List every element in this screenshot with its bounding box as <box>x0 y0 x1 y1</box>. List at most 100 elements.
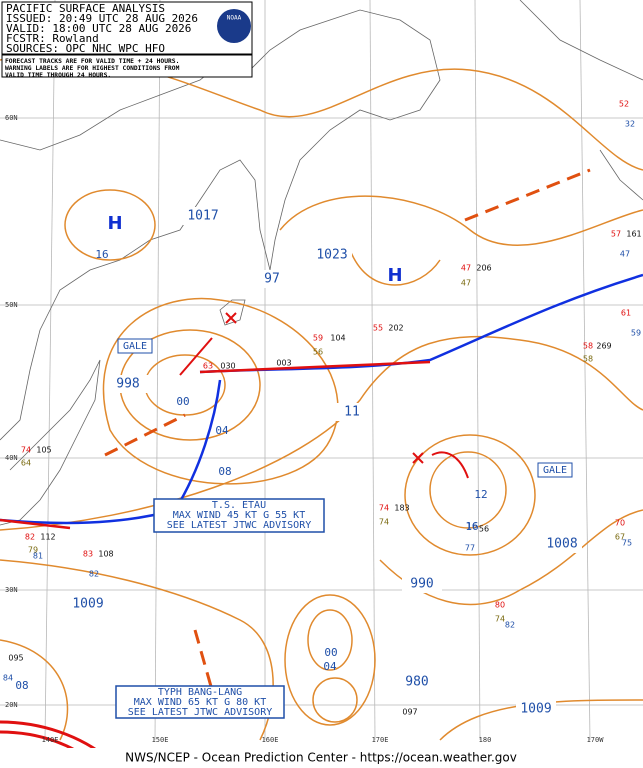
label-box <box>108 375 148 393</box>
isobar-label: 1023 <box>316 248 347 263</box>
station-label: 74 <box>379 504 389 513</box>
storm-label: TYPH BANG-LANG <box>158 687 242 698</box>
station-label: 74 <box>379 518 389 527</box>
station-label: 030 <box>220 362 235 371</box>
storm-label: SEE LATEST JTWC ADVISORY <box>167 520 312 531</box>
station-label: 75 <box>622 539 632 548</box>
station-label: 63 <box>203 362 213 371</box>
gale-box <box>117 338 153 354</box>
storm-label: T.S. ETAU <box>212 500 266 511</box>
latitude-label: 50N <box>5 301 18 309</box>
station-label: 57 <box>611 230 621 239</box>
station-label: 79 <box>28 546 38 555</box>
isobar-label: 990 <box>410 577 433 592</box>
station-label: 56 <box>313 348 323 357</box>
isobar-label: 11 <box>344 405 360 420</box>
agency: NOAA <box>227 15 242 22</box>
station-label: 58 <box>583 355 593 364</box>
label-box <box>68 595 108 613</box>
label-box <box>402 575 442 593</box>
station-label: 16 <box>467 522 477 531</box>
station-label: 112 <box>40 533 55 542</box>
station-label: 202 <box>388 324 403 333</box>
station-label: 64 <box>21 459 31 468</box>
latitude-label: 20N <box>5 701 18 709</box>
latitude-label: 40N <box>5 454 18 462</box>
isobar-label: 1017 <box>187 209 218 224</box>
station-label: 32 <box>625 120 635 129</box>
station-label: 161 <box>626 230 641 239</box>
noaa-logo <box>217 9 251 43</box>
isobar-label: 08 <box>218 465 231 478</box>
high-center: H <box>387 265 402 286</box>
station-label: 81 <box>33 552 43 561</box>
station-label: 70 <box>615 519 625 528</box>
storm-label: MAX WIND 45 KT G 55 KT <box>173 510 305 521</box>
isobar-label: 1008 <box>546 537 577 552</box>
label-box <box>397 673 437 691</box>
storm-box <box>153 498 325 533</box>
gale-label: GALE <box>543 465 567 476</box>
longitude-label: 150E <box>152 736 169 744</box>
station-label: 183 <box>394 504 409 513</box>
isobar-label: 00 <box>176 395 189 408</box>
isobar-label: 08 <box>15 679 28 692</box>
station-label: 84 <box>3 674 13 683</box>
station-label: 55 <box>373 324 383 333</box>
isobar-label: 00 <box>324 646 337 659</box>
label-box <box>542 535 582 553</box>
station-label: 47 <box>461 279 471 288</box>
longitude-label: 170E <box>372 736 389 744</box>
station-label: 269 <box>596 342 611 351</box>
station-label: 095 <box>8 654 23 663</box>
storm-label: SEE LATEST JTWC ADVISORY <box>128 707 273 718</box>
station-label: 52 <box>619 100 629 109</box>
station-label: 47 <box>620 250 630 259</box>
station-label: 097 <box>402 708 417 717</box>
station-label: 74 <box>21 446 31 455</box>
gale-box <box>537 462 573 478</box>
label-box <box>516 700 556 718</box>
storm-box <box>115 685 285 719</box>
station-label: 82 <box>505 621 515 630</box>
station-label: 59 <box>313 334 323 343</box>
isobar-label: 12 <box>474 488 487 501</box>
isobar-label: 97 <box>264 272 280 287</box>
station-label: 47 <box>461 264 471 273</box>
label-box <box>312 246 352 264</box>
isobar-label: 980 <box>405 675 428 690</box>
note-line: VALID TIME THROUGH 24 HOURS. <box>5 72 111 79</box>
labels: 1017102397998119901008100998010091600040… <box>3 100 642 745</box>
station-label: 56 <box>479 525 489 534</box>
longitude-label: 140E <box>42 736 59 744</box>
header-line: PACIFIC SURFACE ANALYSIS <box>6 2 165 15</box>
longitude-label: 170W <box>587 736 605 744</box>
header-line: ISSUED: 20:49 UTC 28 AUG 2026 <box>6 12 198 25</box>
station-label: 82 <box>89 570 99 579</box>
fronts <box>0 168 643 768</box>
isobar-label: 1009 <box>72 597 103 612</box>
header-line: SOURCES: OPC NHC WPC HFO <box>6 42 165 55</box>
note-line: FORECAST TRACKS ARE FOR VALID TIME + 24 … <box>5 58 179 65</box>
station-label: 108 <box>98 550 113 559</box>
label-box <box>332 403 372 421</box>
isobar-label: 16 <box>95 248 108 261</box>
gale-label: GALE <box>123 341 147 352</box>
label-box <box>252 270 292 288</box>
station-label: 80 <box>495 601 505 610</box>
station-label: 003 <box>276 359 291 368</box>
station-label: 67 <box>615 533 625 542</box>
longitude-label: 180 <box>479 736 492 744</box>
station-label: 104 <box>330 334 345 343</box>
latitude-label: 30N <box>5 586 18 594</box>
station-label: 77 <box>465 544 475 553</box>
station-label: 74 <box>495 615 505 624</box>
isobar-label: 04 <box>323 660 337 673</box>
station-label: 61 <box>621 309 631 318</box>
header-line: FCSTR: Rowland <box>6 32 99 45</box>
isobar-label: 998 <box>116 377 139 392</box>
isobar-label: 04 <box>215 424 229 437</box>
